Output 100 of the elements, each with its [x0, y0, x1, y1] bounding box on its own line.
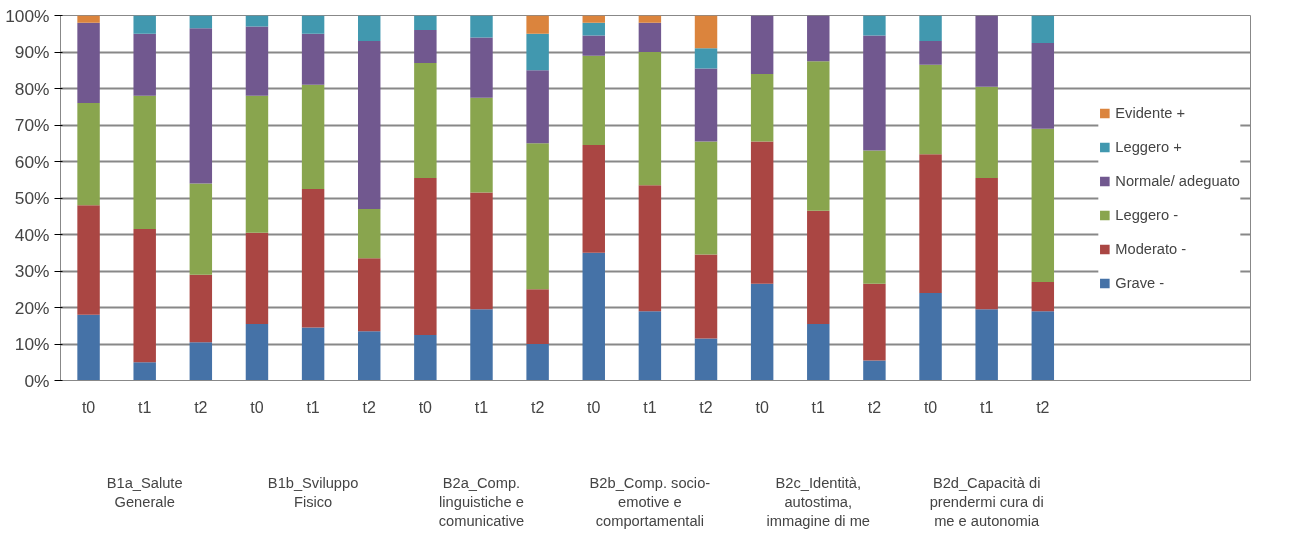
bar	[694, 48, 718, 69]
y-tick-label: 70%	[14, 115, 50, 135]
text: B2b_Comp. socio-emotive e comportamentali	[589, 474, 711, 529]
bar	[358, 15, 381, 42]
bar	[1031, 128, 1055, 282]
bar	[133, 95, 156, 230]
bar	[245, 95, 269, 233]
bar	[638, 52, 662, 186]
bar	[77, 314, 100, 381]
bar	[919, 154, 942, 293]
bar	[807, 15, 830, 62]
x-tick-label: t1	[474, 398, 489, 416]
bar	[638, 22, 662, 52]
bar	[301, 188, 325, 328]
bar	[807, 210, 830, 324]
y-tick-label: 90%	[14, 42, 50, 62]
y-tick-label: 50%	[14, 188, 50, 208]
bar	[77, 205, 100, 315]
bar	[414, 30, 437, 63]
bar	[863, 283, 886, 361]
bar	[694, 141, 718, 255]
x-tick-label: t2	[1036, 398, 1050, 416]
bar	[638, 185, 662, 312]
bar	[582, 145, 605, 253]
bar	[133, 15, 156, 34]
legend-label: Moderato -	[1115, 240, 1187, 257]
x-tick-label: t2	[530, 398, 545, 416]
x-tick-label: t0	[923, 398, 938, 416]
y-tick-label: 20%	[14, 297, 50, 318]
bar	[919, 292, 942, 381]
bar	[919, 64, 942, 155]
bar	[694, 68, 718, 142]
x-tick-label: t2	[194, 398, 208, 416]
bar	[245, 323, 269, 381]
bar	[1031, 15, 1055, 43]
bar	[582, 35, 605, 56]
bar	[694, 338, 718, 381]
bar	[526, 15, 549, 34]
bar	[301, 15, 325, 34]
x-tick-label: t0	[81, 398, 96, 416]
bar	[1031, 42, 1055, 129]
bar	[638, 311, 662, 381]
text: B2a_Comp. linguistiche e comunicative	[438, 474, 525, 529]
bar	[526, 70, 549, 144]
x-tick-label: t0	[250, 398, 264, 416]
bar	[750, 73, 774, 142]
x-tick-label: t0	[755, 398, 769, 416]
bar	[863, 35, 886, 151]
bar	[77, 103, 100, 206]
bar	[358, 258, 381, 332]
bar	[301, 84, 325, 189]
bar	[470, 37, 493, 98]
text: B1a_Salute Generale	[106, 474, 183, 510]
bar	[526, 143, 549, 290]
y-tick-label: 30%	[14, 261, 50, 281]
bar	[414, 62, 437, 178]
bar	[414, 15, 437, 31]
bar	[133, 362, 156, 381]
y-tick-label: 100%	[5, 5, 50, 26]
x-tick-label: t0	[418, 398, 433, 416]
bar	[470, 192, 493, 310]
bar	[1031, 311, 1055, 381]
bar	[189, 15, 213, 29]
bar	[919, 41, 942, 65]
bar	[582, 252, 605, 381]
x-tick-label: t1	[980, 398, 994, 416]
bar	[301, 327, 325, 381]
bar	[975, 177, 998, 310]
legend-label: Evidente +	[1115, 104, 1185, 121]
text: B2d_Capacità di prendermi cura di me e autonomia	[929, 474, 1044, 529]
x-tick-label: t1	[811, 398, 826, 416]
bar	[582, 15, 605, 23]
x-tick-label: t1	[138, 398, 152, 416]
bar	[694, 15, 718, 49]
bar	[750, 283, 774, 381]
bar	[750, 141, 774, 284]
bar	[975, 15, 998, 87]
bar	[133, 229, 156, 363]
bar	[582, 22, 605, 36]
x-tick-label: t2	[699, 398, 713, 416]
bar	[975, 86, 998, 178]
bar	[133, 33, 156, 96]
bar	[189, 342, 213, 381]
bar	[750, 15, 774, 74]
y-tick-label: 40%	[14, 224, 50, 245]
bar	[919, 15, 942, 42]
bar	[526, 289, 549, 344]
x-tick-label: t0	[587, 398, 601, 416]
bar	[807, 61, 830, 211]
x-tick-label: t1	[643, 398, 657, 416]
legend-label: Leggero -	[1115, 206, 1179, 223]
x-tick-label: t1	[306, 398, 320, 416]
bar	[975, 309, 998, 381]
bar	[358, 208, 381, 259]
y-tick-label: 0%	[24, 370, 50, 391]
y-tick-label: 60%	[14, 151, 50, 172]
y-tick-label: 10%	[14, 334, 50, 354]
text: B1b_Sviluppo Fisico	[267, 474, 359, 510]
legend-label: Normale/ adeguato	[1115, 172, 1240, 189]
bar	[863, 15, 886, 36]
